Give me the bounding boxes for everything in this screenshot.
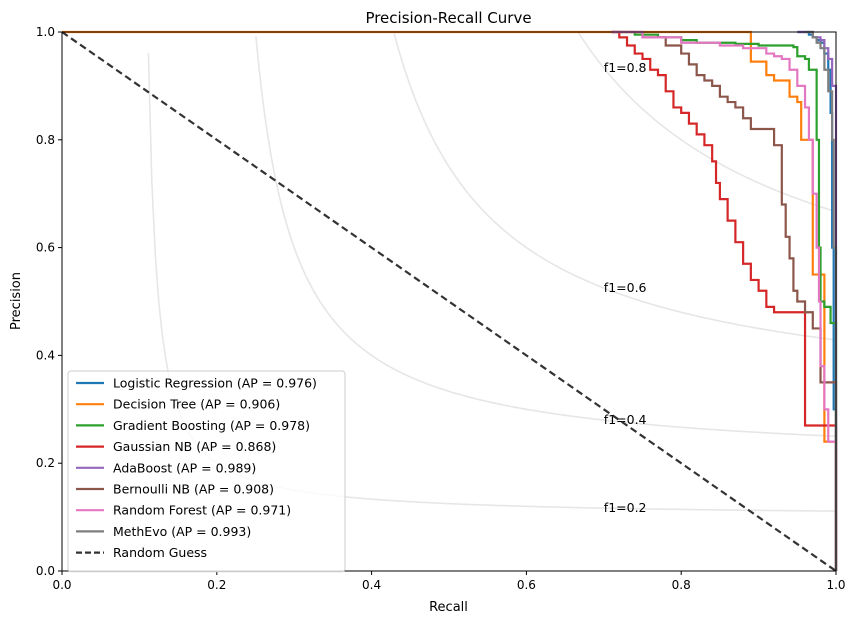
- x-tick-label: 1.0: [826, 578, 845, 592]
- iso-f1-label-3: f1=0.6: [604, 280, 647, 295]
- series-line-3: [611, 30, 838, 571]
- y-tick-label: 0.0: [36, 564, 55, 578]
- y-tick-label: 0.2: [36, 456, 55, 470]
- y-tick-label: 0.4: [36, 348, 55, 362]
- legend-label-6: Bernoulli NB (AP = 0.908): [113, 482, 274, 497]
- legend-label-2: Decision Tree (AP = 0.906): [113, 397, 280, 412]
- x-tick-label: 0.0: [52, 578, 71, 592]
- legend-box: [67, 370, 346, 573]
- y-tick-label: 0.8: [36, 133, 55, 147]
- iso-f1-label-4: f1=0.8: [604, 60, 647, 75]
- x-tick-label: 0.2: [207, 578, 226, 592]
- y-tick-label: 1.0: [36, 25, 55, 39]
- iso-f1-curve-2: [255, 36, 836, 438]
- iso-f1-label-1: f1=0.2: [604, 500, 647, 515]
- series-line-7: [611, 30, 838, 571]
- series-line-8: [805, 30, 838, 571]
- y-tick-label: 0.6: [36, 241, 55, 255]
- legend-label-9: Random Guess: [113, 545, 207, 560]
- axis-ticks: 0.0 0.2 0.4 0.6 0.8 1.0 0.0 0.2 0.4 0.6 0.8 1.0: [36, 25, 846, 592]
- iso-f1-curve-4: [577, 32, 836, 213]
- iso-f1-curve-3: [393, 33, 836, 341]
- plot-area-frame: [61, 31, 837, 572]
- legend-label-8: MethEvo (AP = 0.993): [113, 524, 251, 539]
- y-axis-label: Precision: [9, 272, 24, 330]
- legend-label-7: Random Forest (AP = 0.971): [113, 503, 291, 518]
- legend-label-5: AdaBoost (AP = 0.989): [113, 460, 256, 475]
- chart-title: Precision-Recall Curve: [365, 9, 531, 27]
- x-tick-label: 0.4: [362, 578, 381, 592]
- legend-label-4: Gaussian NB (AP = 0.868): [113, 439, 276, 454]
- x-axis-label: Recall: [429, 600, 468, 615]
- x-tick-label: 0.6: [517, 578, 536, 592]
- legend-label-3: Gradient Boosting (AP = 0.978): [113, 418, 310, 433]
- series-line-6: [611, 30, 838, 571]
- legend: Logistic Regression (AP = 0.976) Decision…: [67, 370, 346, 573]
- x-tick-label: 0.8: [672, 578, 691, 592]
- series-lines: [61, 30, 838, 572]
- series-line-9: [61, 31, 837, 572]
- series-line-4: [611, 30, 838, 571]
- legend-label-1: Logistic Regression (AP = 0.976): [113, 376, 317, 391]
